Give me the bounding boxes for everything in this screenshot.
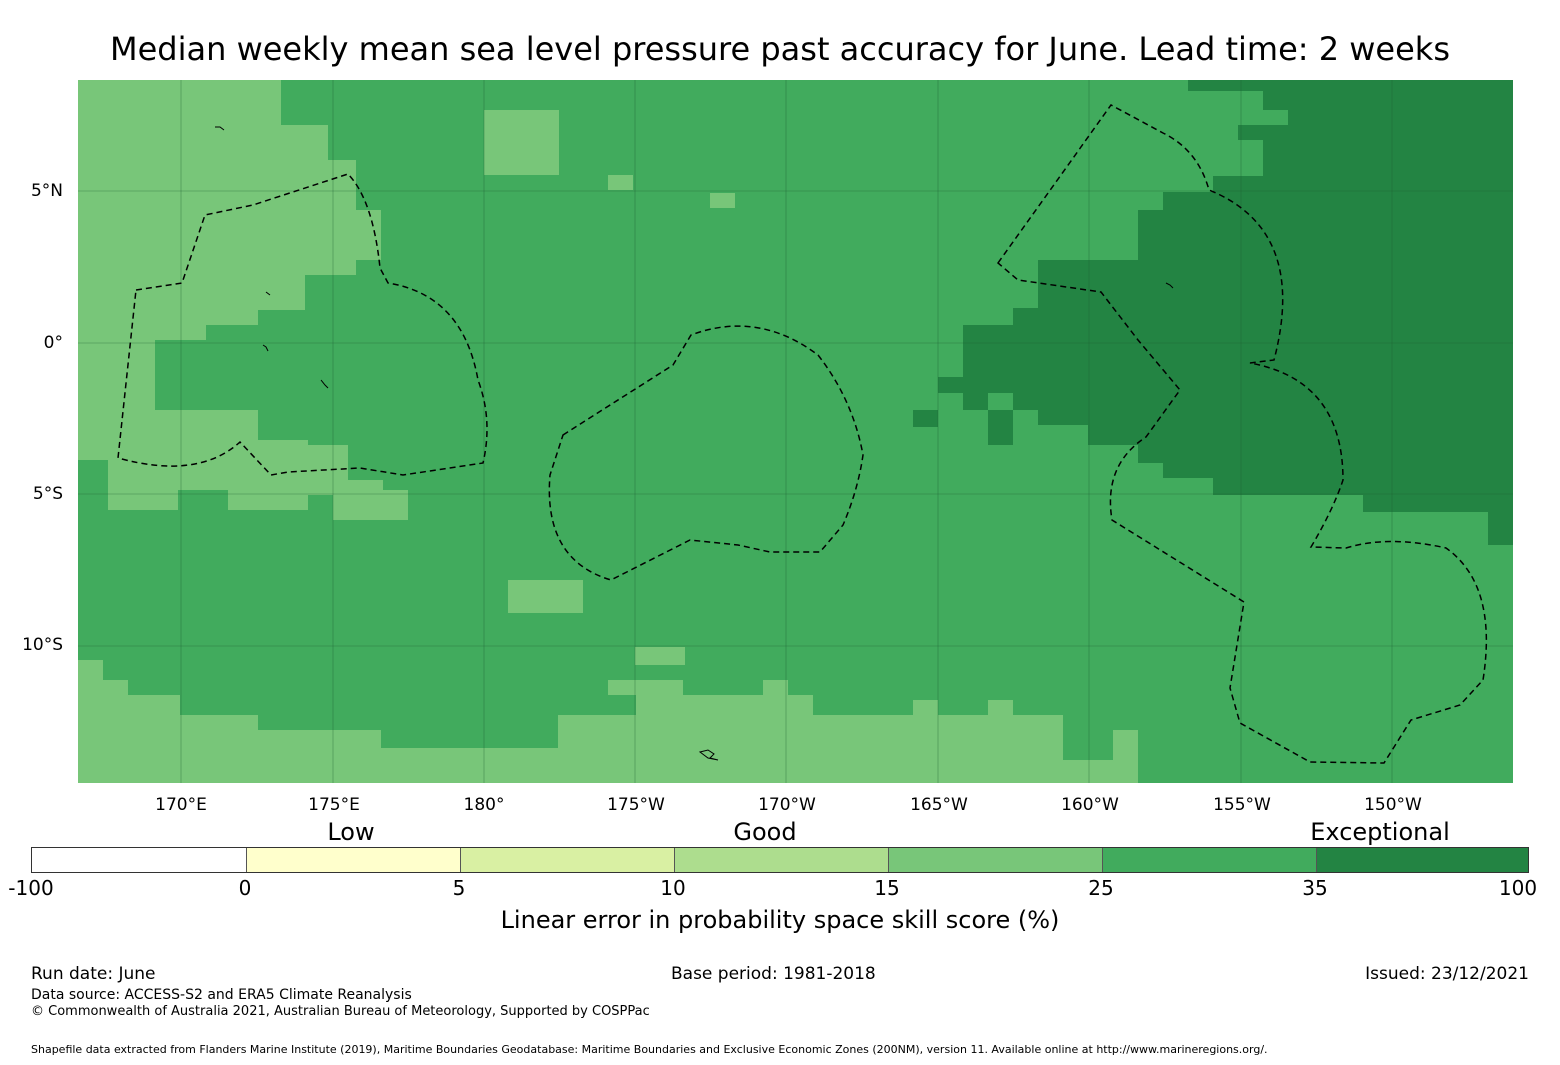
dark-region-east: [963, 80, 1513, 545]
island-coastlines: [215, 126, 1174, 761]
run-date: Run date: June: [31, 964, 156, 984]
lat-label-5s: 5°S: [32, 484, 63, 504]
lon-label-175e: 175°E: [308, 795, 360, 815]
island-outline: [698, 749, 719, 761]
eez-boundary-central: [548, 325, 864, 581]
light-patch: [710, 193, 735, 208]
map-svg: [78, 80, 1513, 783]
band-15-25-regions: [78, 80, 1138, 783]
colorbar-segment: [888, 848, 1102, 872]
map-title: Median weekly mean sea level pressure pa…: [110, 30, 1450, 68]
eez-boundary-east: [996, 104, 1488, 764]
copyright: © Commonwealth of Australia 2021, Austra…: [31, 1004, 650, 1019]
graticule: [78, 80, 1513, 783]
colorbar-tick: 25: [1088, 876, 1114, 900]
light-patch: [508, 580, 583, 613]
mid-patch: [258, 380, 358, 440]
issued-date: Issued: 23/12/2021: [1365, 964, 1529, 984]
lon-label-170e: 170°E: [155, 795, 207, 815]
legend-category-good: Good: [733, 818, 797, 846]
island-outline: [1165, 282, 1174, 289]
legend-category-low: Low: [327, 818, 375, 846]
lon-label-150w: 150°W: [1364, 795, 1422, 815]
light-patch: [635, 647, 685, 665]
mid-patch: [356, 305, 406, 405]
data-source: Data source: ACCESS-S2 and ERA5 Climate …: [31, 987, 412, 1003]
lon-label-160w: 160°W: [1061, 795, 1119, 815]
colorbar-segment: [1316, 848, 1528, 872]
island-outline: [265, 291, 271, 296]
colorbar-segment: [674, 848, 888, 872]
eez-boundary-west: [117, 173, 488, 476]
island-outline: [262, 344, 269, 352]
skill-map: [78, 80, 1513, 783]
colorbar-title: Linear error in probability space skill …: [500, 906, 1060, 934]
colorbar-segment: [460, 848, 674, 872]
eez-boundaries: [117, 104, 1488, 764]
colorbar-tick: 5: [452, 876, 466, 900]
band-25-35-patches: [258, 305, 558, 748]
light-region-west: [78, 80, 408, 520]
lat-label-10s: 10°S: [22, 635, 63, 655]
lon-label-165w: 165°W: [910, 795, 968, 815]
island-outline: [320, 379, 329, 389]
light-patch: [608, 175, 633, 190]
colorbar: [31, 847, 1529, 873]
band-35-100-regions: [913, 80, 1513, 545]
lon-label-155w: 155°W: [1213, 795, 1271, 815]
dark-patch: [938, 377, 963, 393]
mid-patch: [383, 730, 558, 748]
colorbar-tick: 15: [874, 876, 900, 900]
colorbar-tick: -100: [8, 876, 54, 900]
colorbar-tick: 10: [660, 876, 686, 900]
lon-label-175w: 175°W: [607, 795, 665, 815]
lon-label-180: 180°: [463, 795, 505, 815]
light-patch: [608, 680, 683, 695]
colorbar-segment: [246, 848, 460, 872]
colorbar-tick: 0: [238, 876, 252, 900]
light-region-south: [78, 660, 1138, 783]
base-period: Base period: 1981-2018: [671, 964, 876, 984]
shapefile-credit: Shapefile data extracted from Flanders M…: [31, 1043, 1268, 1056]
lon-label-170w: 170°W: [758, 795, 816, 815]
island-outline: [215, 126, 225, 131]
colorbar-tick: 100: [1498, 876, 1538, 900]
dark-patch: [913, 410, 938, 427]
colorbar-segment: [1102, 848, 1316, 872]
colorbar-segment: [32, 848, 246, 872]
lat-label-equator: 0°: [43, 333, 63, 353]
lat-label-5n: 5°N: [30, 181, 63, 201]
colorbar-tick: 35: [1302, 876, 1328, 900]
legend-category-exceptional: Exceptional: [1310, 818, 1450, 846]
light-patch: [484, 110, 559, 175]
